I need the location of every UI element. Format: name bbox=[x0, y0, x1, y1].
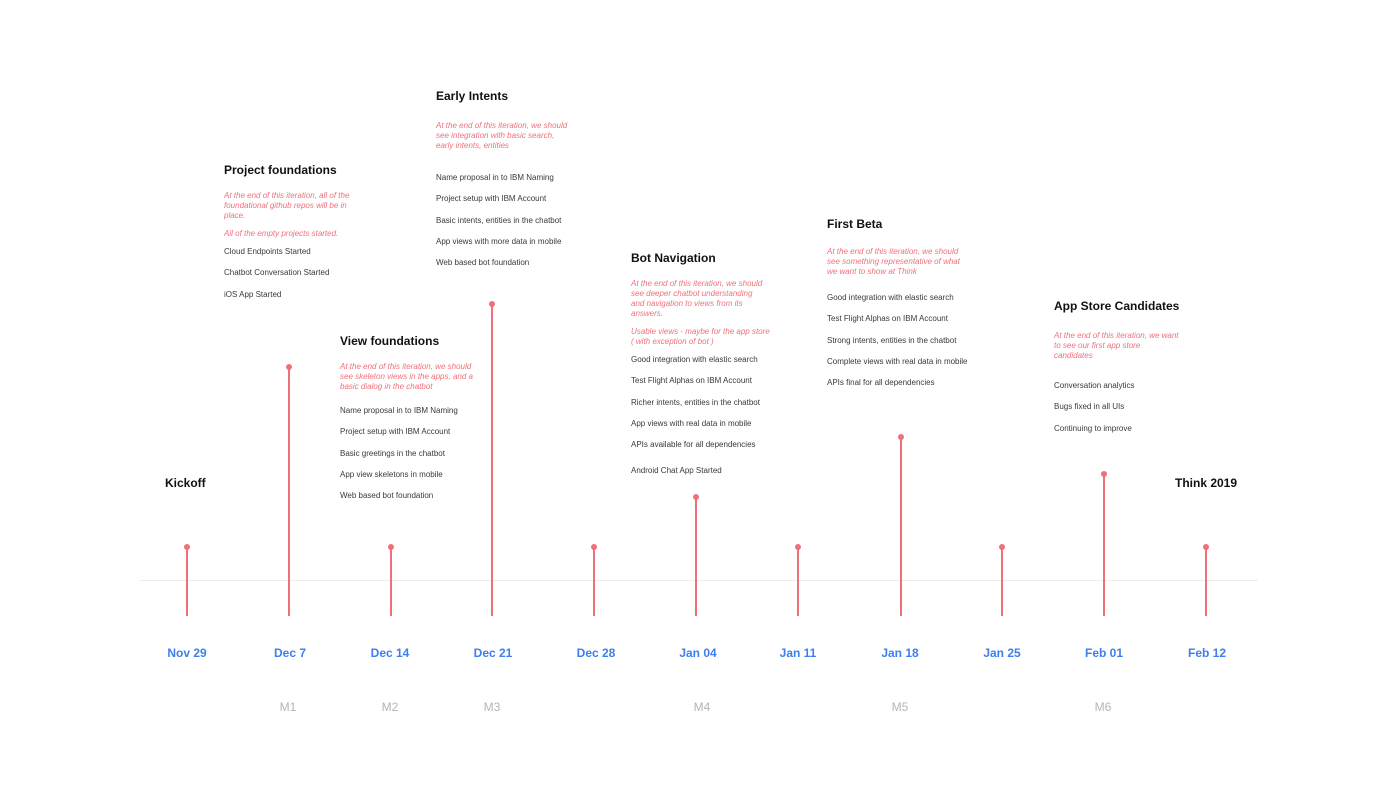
stem-feb01 bbox=[1103, 474, 1105, 616]
iteration-title: Bot Navigation bbox=[631, 251, 716, 265]
iteration-description: At the end of this iteration, we should … bbox=[340, 362, 473, 391]
list-item: APIs final for all dependencies bbox=[827, 378, 935, 388]
iteration-description: At the end of this iteration, all of the… bbox=[224, 191, 350, 220]
milestone-label: M2 bbox=[381, 700, 399, 714]
list-item: Good integration with elastic search bbox=[631, 355, 758, 364]
milestone-label: M3 bbox=[483, 700, 501, 714]
stem-dot-jan11 bbox=[795, 544, 801, 550]
date-label: Dec 21 bbox=[473, 646, 513, 660]
deliverables-list: Cloud Endpoints Started Chatbot Conversa… bbox=[224, 247, 414, 300]
iteration-first-beta: First Beta At the end of this iteration,… bbox=[827, 217, 1017, 399]
list-item: Android Chat App Started bbox=[631, 466, 722, 476]
milestone-label: M4 bbox=[693, 700, 711, 714]
deliverables-list: Name proposal in to IBM Naming Project s… bbox=[340, 406, 530, 501]
iteration-description: At the end of this iteration, we want to… bbox=[1054, 331, 1179, 360]
list-item: Test Flight Alphas on IBM Account bbox=[631, 376, 752, 386]
iteration-title: View foundations bbox=[340, 334, 440, 348]
think-2019-title: Think 2019 bbox=[1175, 476, 1238, 490]
list-item: App views with real data in mobile bbox=[631, 418, 752, 428]
list-item: Good integration with elastic search bbox=[827, 293, 954, 302]
date-label: Dec 14 bbox=[370, 646, 410, 660]
list-item: Name proposal in to IBM Naming bbox=[340, 406, 458, 415]
kickoff-title: Kickoff bbox=[165, 476, 206, 490]
date-label: Jan 04 bbox=[679, 646, 717, 660]
list-item: Web based bot foundation bbox=[340, 491, 434, 501]
list-item: App views with more data in mobile bbox=[436, 236, 562, 246]
milestone-label: M6 bbox=[1094, 700, 1112, 714]
date-label: Jan 18 bbox=[881, 646, 919, 660]
iteration-description: At the end of this iteration, we should … bbox=[631, 279, 763, 318]
date-label: Dec 7 bbox=[273, 646, 307, 660]
stem-dot-feb12 bbox=[1203, 544, 1209, 550]
list-item: Name proposal in to IBM Naming bbox=[436, 173, 554, 182]
date-label: Feb 12 bbox=[1187, 646, 1227, 660]
stem-dot-feb01 bbox=[1101, 471, 1107, 477]
deliverables-list: Name proposal in to IBM Naming Project s… bbox=[436, 173, 626, 268]
date-label: Jan 25 bbox=[983, 646, 1021, 660]
list-item: Complete views with real data in mobile bbox=[827, 356, 968, 366]
iteration-view-foundations: View foundations At the end of this iter… bbox=[340, 334, 530, 512]
stem-dot-dec28 bbox=[591, 544, 597, 550]
list-item: Project setup with IBM Account bbox=[436, 194, 547, 204]
list-item: App view skeletons in mobile bbox=[340, 469, 443, 479]
date-label: Nov 29 bbox=[167, 646, 207, 660]
iteration-app-store-candidates: App Store Candidates At the end of this … bbox=[1054, 299, 1244, 445]
list-item: iOS App Started bbox=[224, 289, 282, 299]
iteration-title: Early Intents bbox=[436, 89, 509, 103]
stem-dot-nov29 bbox=[184, 544, 190, 550]
deliverables-list: Conversation analytics Bugs fixed in all… bbox=[1054, 381, 1244, 434]
timeline-axis bbox=[140, 580, 1258, 581]
stem-dot-dec14 bbox=[388, 544, 394, 550]
iteration-title: First Beta bbox=[827, 217, 883, 231]
stem-dot-jan25 bbox=[999, 544, 1005, 550]
stem-jan04 bbox=[695, 497, 697, 616]
iteration-description: Usable views - maybe for the app store (… bbox=[631, 327, 770, 346]
list-item: Conversation analytics bbox=[1054, 381, 1135, 390]
stem-dot-dec7 bbox=[286, 364, 292, 370]
iteration-description: At the end of this iteration, we should … bbox=[827, 247, 960, 276]
iteration-early-intents: Early Intents At the end of this iterati… bbox=[436, 89, 626, 279]
stem-dot-jan18 bbox=[898, 434, 904, 440]
deliverables-list: Good integration with elastic search Tes… bbox=[827, 293, 1017, 388]
iteration-description: All of the empty projects started. bbox=[224, 229, 339, 238]
iteration-project-foundations: Project foundations At the end of this i… bbox=[224, 163, 414, 311]
list-item: Continuing to improve bbox=[1054, 423, 1132, 433]
list-item: Project setup with IBM Account bbox=[340, 427, 451, 437]
iteration-title: App Store Candidates bbox=[1054, 299, 1180, 313]
list-item: Cloud Endpoints Started bbox=[224, 247, 311, 256]
stem-jan11 bbox=[797, 547, 799, 616]
stem-jan18 bbox=[900, 437, 902, 616]
stem-dec28 bbox=[593, 547, 595, 616]
list-item: Basic intents, entities in the chatbot bbox=[436, 215, 562, 225]
date-label: Jan 11 bbox=[779, 646, 817, 660]
date-label: Dec 28 bbox=[576, 646, 616, 660]
list-item: Strong intents, entities in the chatbot bbox=[827, 335, 957, 345]
list-item: APIs available for all dependencies bbox=[631, 440, 756, 450]
stem-jan25 bbox=[1001, 547, 1003, 616]
stem-dec14 bbox=[390, 547, 392, 616]
list-item: Bugs fixed in all UIs bbox=[1054, 402, 1125, 412]
list-item: Basic greetings in the chatbot bbox=[340, 448, 445, 458]
milestone-label: M5 bbox=[891, 700, 909, 714]
list-item: Web based bot foundation bbox=[436, 258, 530, 268]
list-item: Test Flight Alphas on IBM Account bbox=[827, 314, 948, 324]
iteration-bot-navigation: Bot Navigation At the end of this iterat… bbox=[631, 251, 821, 487]
stem-dec21 bbox=[491, 304, 493, 616]
deliverables-list: Good integration with elastic search Tes… bbox=[631, 355, 821, 476]
stem-dec7 bbox=[288, 367, 290, 616]
date-label: Feb 01 bbox=[1084, 646, 1124, 660]
milestone-label: M1 bbox=[279, 700, 297, 714]
list-item: Richer intents, entities in the chatbot bbox=[631, 397, 760, 407]
stem-feb12 bbox=[1205, 547, 1207, 616]
stem-dot-jan04 bbox=[693, 494, 699, 500]
iteration-description: At the end of this iteration, we should … bbox=[436, 121, 568, 150]
list-item: Chatbot Conversation Started bbox=[224, 268, 330, 278]
iteration-title: Project foundations bbox=[224, 163, 337, 177]
stem-dot-dec21 bbox=[489, 301, 495, 307]
stem-nov29 bbox=[186, 547, 188, 616]
